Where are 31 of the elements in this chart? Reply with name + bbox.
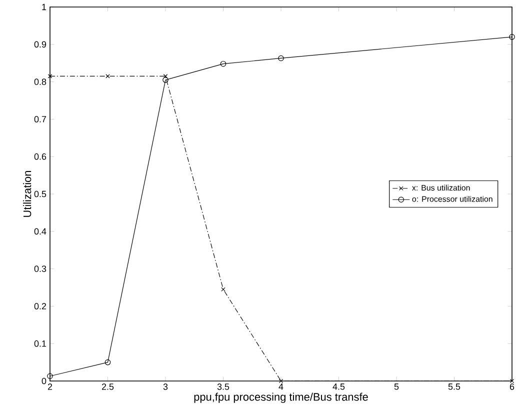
x-tick-label: 5.5 [448, 384, 460, 390]
point [162, 77, 168, 83]
point [221, 287, 226, 292]
x-tick-label: 2.5 [102, 384, 114, 390]
y-tick-label: 0.5 [34, 190, 46, 198]
x-tick-label: 6 [510, 384, 514, 390]
x-tick-label: 4.5 [332, 384, 345, 390]
point [104, 359, 111, 366]
y-tick-label: 0.7 [34, 116, 46, 122]
x-tick-label: 2 [48, 384, 52, 390]
y-tick-label: 0.2 [34, 303, 46, 310]
y-tick-label: 0 [42, 378, 46, 384]
point [48, 74, 52, 78]
y-tick-label: 0.9 [34, 41, 46, 48]
point [106, 74, 110, 78]
x-tick-label: 5 [394, 384, 399, 390]
point [278, 378, 284, 384]
point [220, 60, 226, 67]
y-tick-label: 0.3 [34, 266, 46, 272]
y-tick-label: 0.1 [34, 340, 46, 347]
y-tick-label: 0.6 [34, 153, 46, 160]
x-tick-label: 3 [163, 384, 168, 390]
y-tick-label: 1 [42, 4, 46, 10]
point [510, 378, 514, 384]
y-tick-label: 0.8 [34, 78, 46, 85]
x-tick-label: 4 [278, 384, 284, 390]
y-tick-label: 0.4 [34, 228, 46, 235]
point [278, 55, 284, 62]
x-tick-label: 3.5 [217, 384, 230, 390]
y-axis-title: Utilization [23, 170, 32, 217]
x-axis-title: ppu,fpu processing time/Bus transfe [194, 392, 368, 403]
